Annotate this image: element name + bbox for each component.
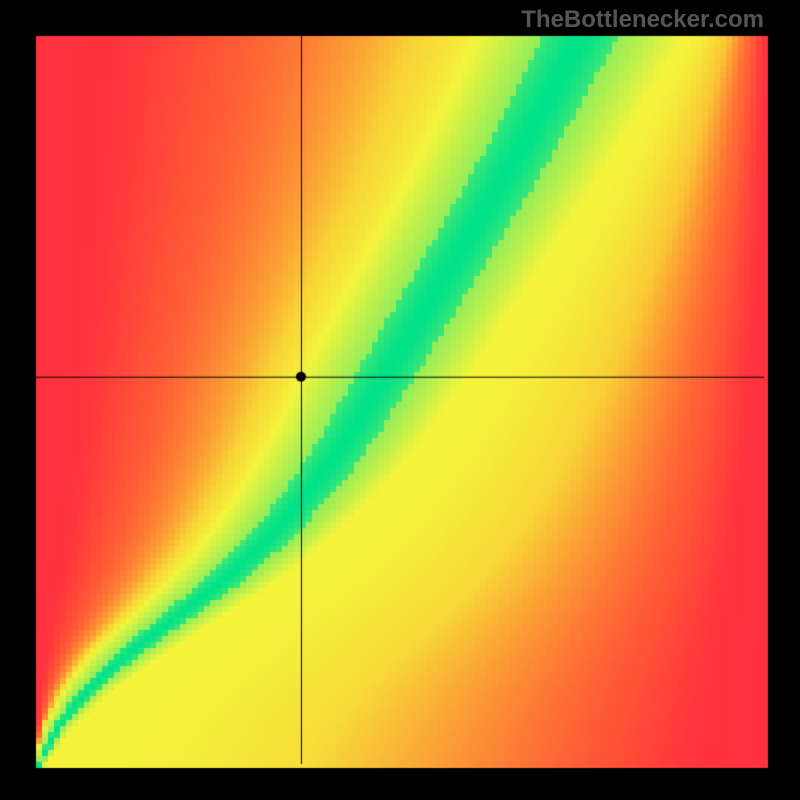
- chart-container: TheBottlenecker.com: [0, 0, 800, 800]
- watermark-text: TheBottlenecker.com: [521, 6, 764, 34]
- bottleneck-heatmap: [0, 0, 800, 800]
